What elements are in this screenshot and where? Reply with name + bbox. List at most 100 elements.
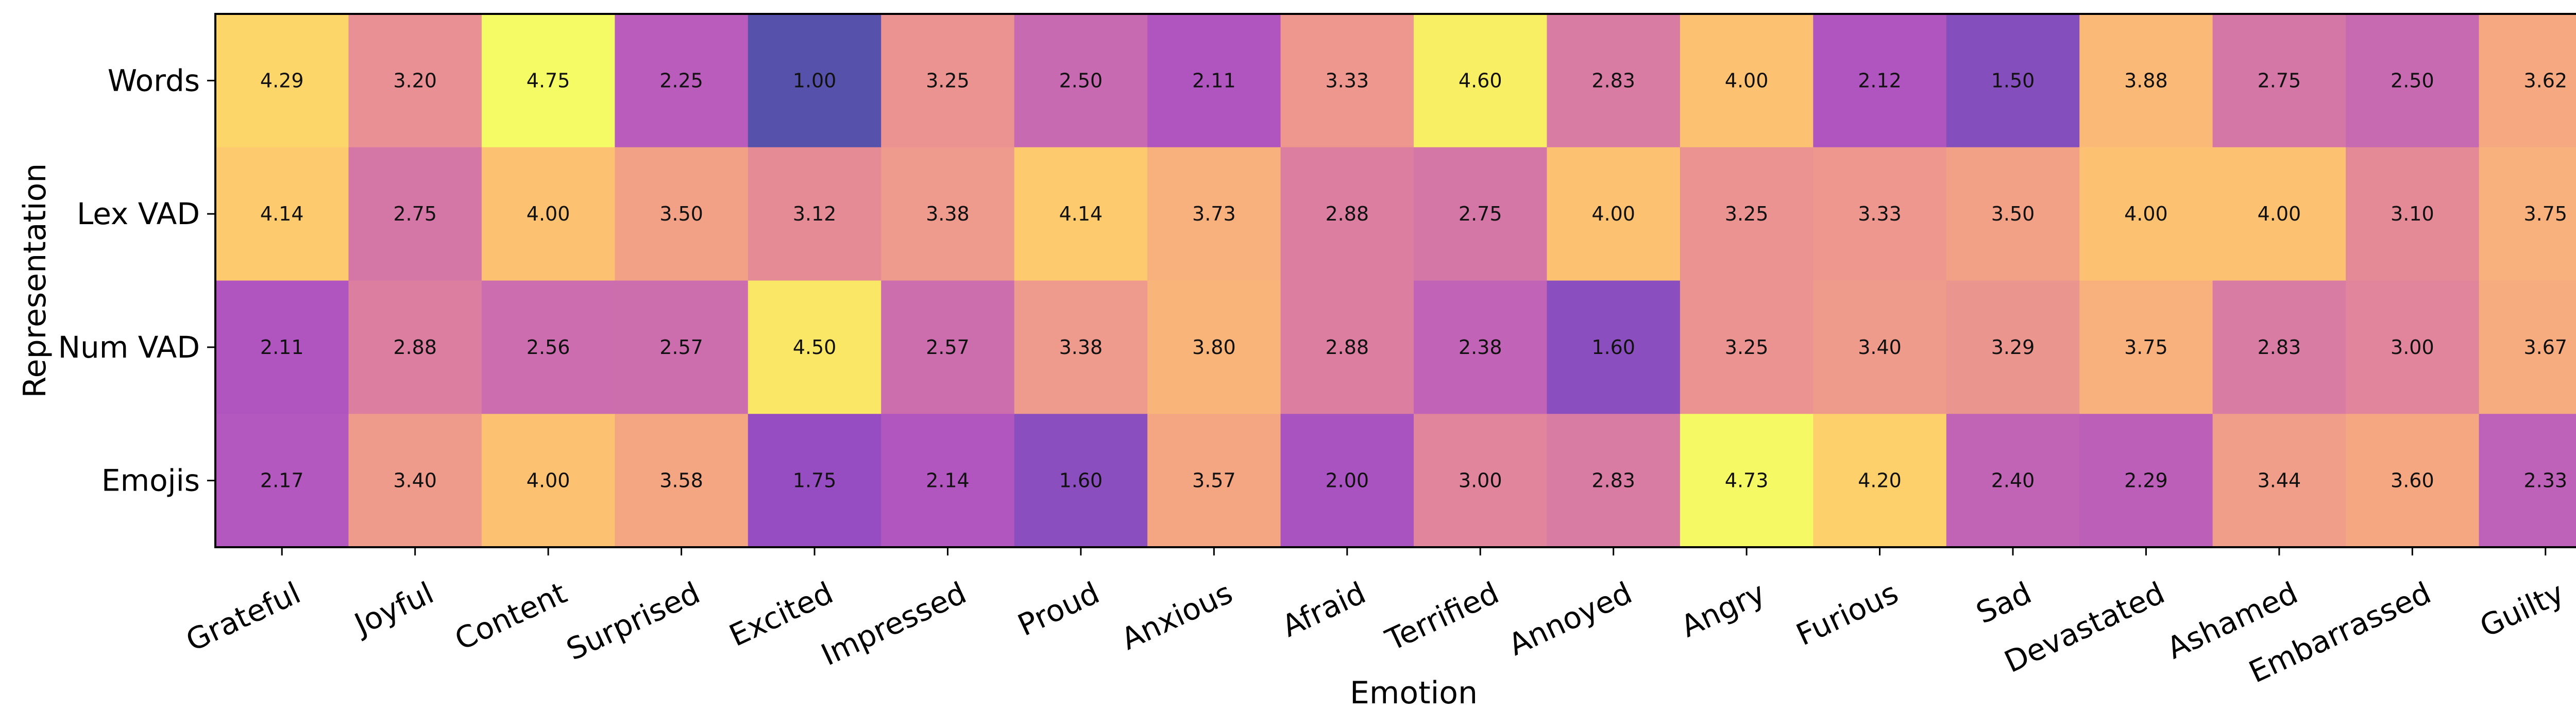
heatmap-cell bbox=[1547, 147, 1681, 281]
heatmap-cell bbox=[2479, 414, 2576, 548]
heatmap-cell bbox=[615, 414, 749, 548]
cell-value-label: 3.88 bbox=[2124, 69, 2168, 92]
cell-value-label: 3.25 bbox=[926, 69, 970, 92]
heatmap-cell bbox=[215, 280, 349, 414]
y-tick-label: Lex VAD bbox=[77, 196, 200, 231]
heatmap-cell bbox=[2479, 14, 2576, 148]
cell-value-label: 1.60 bbox=[1591, 336, 1635, 359]
x-tick-label: Content bbox=[449, 575, 572, 657]
heatmap-cell bbox=[881, 14, 1015, 148]
cell-value-label: 4.14 bbox=[260, 202, 304, 225]
cell-value-label: 4.75 bbox=[527, 69, 570, 92]
heatmap-cell bbox=[1280, 14, 1414, 148]
heatmap-cell bbox=[2079, 280, 2213, 414]
cell-value-label: 3.73 bbox=[1192, 202, 1236, 225]
cell-value-label: 3.50 bbox=[1991, 202, 2035, 225]
cell-value-label: 2.57 bbox=[659, 336, 703, 359]
cell-value-label: 3.10 bbox=[2391, 202, 2434, 225]
heatmap-cell bbox=[748, 147, 882, 281]
y-tick-label: Words bbox=[108, 63, 200, 98]
heatmap-cell bbox=[348, 14, 482, 148]
cell-value-label: 3.67 bbox=[2523, 336, 2567, 359]
x-tick-label: Angry bbox=[1675, 575, 1770, 644]
heatmap-cell bbox=[2079, 147, 2213, 281]
heatmap-cell bbox=[881, 280, 1015, 414]
y-tick-label: Emojis bbox=[101, 463, 200, 498]
cell-value-label: 3.44 bbox=[2258, 469, 2301, 492]
x-tick-label: Surprised bbox=[561, 575, 705, 667]
x-tick-label: Proud bbox=[1012, 575, 1105, 643]
heatmap-cell bbox=[1680, 414, 1814, 548]
heatmap-cell bbox=[1813, 280, 1947, 414]
x-tick-label: Afraid bbox=[1277, 575, 1371, 644]
y-tick-label: Num VAD bbox=[58, 330, 200, 365]
heatmap-cell bbox=[1280, 147, 1414, 281]
cell-value-label: 2.11 bbox=[260, 336, 304, 359]
cell-value-label: 3.58 bbox=[659, 469, 703, 492]
cell-value-label: 2.75 bbox=[2258, 69, 2301, 92]
heatmap-cell bbox=[748, 414, 882, 548]
cell-value-label: 3.75 bbox=[2523, 202, 2567, 225]
heatmap-cell bbox=[1414, 14, 1547, 148]
cell-value-label: 2.57 bbox=[926, 336, 970, 359]
cell-value-label: 2.50 bbox=[2391, 69, 2434, 92]
heatmap-cell bbox=[1147, 147, 1281, 281]
heatmap-cell bbox=[2479, 280, 2576, 414]
x-tick-label: Furious bbox=[1791, 575, 1903, 652]
heatmap-cell bbox=[1946, 147, 2080, 281]
heatmap-cell bbox=[1014, 280, 1148, 414]
cell-value-label: 2.83 bbox=[1591, 469, 1635, 492]
cell-value-label: 3.33 bbox=[1325, 69, 1369, 92]
cell-value-label: 1.50 bbox=[1991, 69, 2035, 92]
heatmap-cell bbox=[1014, 14, 1148, 148]
heatmap-cell bbox=[2346, 414, 2480, 548]
cell-value-label: 4.00 bbox=[527, 469, 570, 492]
cell-value-label: 3.50 bbox=[659, 202, 703, 225]
cells-layer bbox=[215, 14, 2576, 548]
cell-value-label: 2.88 bbox=[393, 336, 437, 359]
heatmap-cell bbox=[1813, 147, 1947, 281]
cell-value-label: 1.00 bbox=[793, 69, 837, 92]
heatmap-cell bbox=[348, 147, 482, 281]
cell-value-label: 4.29 bbox=[260, 69, 304, 92]
heatmap-cell bbox=[481, 147, 615, 281]
cell-value-label: 2.56 bbox=[527, 336, 570, 359]
x-tick-label: Terrified bbox=[1380, 575, 1504, 658]
heatmap-cell bbox=[1813, 414, 1947, 548]
heatmap-cell bbox=[1547, 280, 1681, 414]
cell-value-label: 2.88 bbox=[1325, 336, 1369, 359]
cell-labels-layer: 4.29 3.20 4.75 2.25 1.00 3.25 2.50 2.11 3.33 4.60… bbox=[260, 69, 2567, 492]
cell-value-label: 3.40 bbox=[393, 469, 437, 492]
cell-value-label: 3.38 bbox=[926, 202, 970, 225]
cell-value-label: 2.33 bbox=[2523, 469, 2567, 492]
cell-value-label: 3.80 bbox=[1192, 336, 1236, 359]
cell-value-label: 3.00 bbox=[2391, 336, 2434, 359]
heatmap-cell bbox=[1147, 14, 1281, 148]
heatmap-cell bbox=[615, 14, 749, 148]
cell-value-label: 2.11 bbox=[1192, 69, 1236, 92]
x-tick-label: Joyful bbox=[348, 575, 439, 643]
cell-value-label: 2.88 bbox=[1325, 202, 1369, 225]
x-tick-label: Impressed bbox=[816, 575, 972, 672]
cell-value-label: 3.20 bbox=[393, 69, 437, 92]
cell-value-label: 2.83 bbox=[1591, 69, 1635, 92]
cell-value-label: 4.00 bbox=[1725, 69, 1769, 92]
cell-value-label: 3.40 bbox=[1858, 336, 1902, 359]
cell-value-label: 2.17 bbox=[260, 469, 304, 492]
cell-value-label: 3.25 bbox=[1725, 202, 1769, 225]
heatmap-cell bbox=[748, 14, 882, 148]
cell-value-label: 2.50 bbox=[1059, 69, 1103, 92]
ticks-layer bbox=[207, 79, 2547, 555]
heatmap-cell bbox=[1014, 147, 1148, 281]
heatmap-cell bbox=[1680, 14, 1814, 148]
cell-value-label: 2.38 bbox=[1459, 336, 1502, 359]
heatmap-cell bbox=[881, 147, 1015, 281]
cell-value-label: 4.60 bbox=[1459, 69, 1502, 92]
cell-value-label: 3.12 bbox=[793, 202, 837, 225]
cell-value-label: 4.73 bbox=[1725, 469, 1769, 492]
cell-value-label: 3.60 bbox=[2391, 469, 2434, 492]
heatmap-cell bbox=[1680, 280, 1814, 414]
heatmap-cell bbox=[2212, 280, 2346, 414]
heatmap-cell bbox=[1280, 414, 1414, 548]
